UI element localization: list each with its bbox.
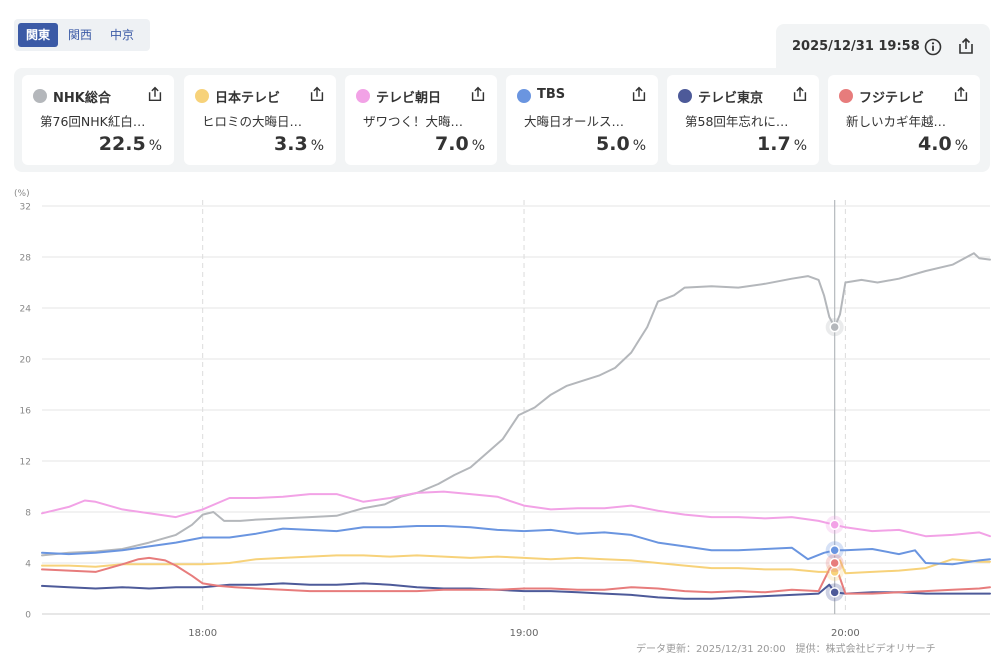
- ratings-line-chart[interactable]: (%) 0 4 8 12 16 20 24 28 32 18:00 19:00 20:00: [0, 180, 1001, 650]
- timestamp-panel: 2025/12/31 19:58: [776, 24, 990, 76]
- program-title: ヒロミの大晦日…: [202, 114, 303, 129]
- tab-kanto[interactable]: 関東: [18, 23, 59, 47]
- y-tick-label: 28: [20, 254, 32, 264]
- timestamp: 2025/12/31 19:58: [792, 39, 920, 54]
- y-tick-label: 0: [25, 611, 31, 621]
- series-line: [41, 525, 991, 566]
- y-tick-label: 16: [20, 407, 32, 417]
- channel-card-tv-tokyo[interactable]: テレビ東京 第58回年忘れに… 1.7%: [667, 75, 819, 165]
- program-title: ザワつく！大晦…: [363, 114, 464, 129]
- y-tick-label: 20: [20, 356, 32, 366]
- channel-color-dot: [678, 89, 692, 103]
- channel-name: 日本テレビ: [215, 91, 281, 106]
- channel-color-dot: [33, 89, 47, 103]
- channel-name: フジテレビ: [859, 91, 925, 106]
- share-icon[interactable]: [952, 85, 970, 103]
- current-value-marker: [829, 587, 840, 598]
- current-value-marker: [829, 557, 840, 569]
- channel-name: TBS: [537, 87, 566, 102]
- share-icon[interactable]: [630, 85, 648, 103]
- channel-color-dot: [195, 89, 209, 103]
- series-line: [41, 252, 991, 557]
- rating-value: 1.7%: [757, 133, 807, 155]
- series-line: [41, 582, 991, 600]
- info-icon[interactable]: [924, 38, 942, 56]
- x-tick-label: 19:00: [510, 628, 539, 639]
- current-value-marker: [829, 519, 840, 530]
- share-icon[interactable]: [146, 85, 164, 103]
- rating-value: 7.0%: [435, 133, 485, 155]
- channel-card-ntv[interactable]: 日本テレビ ヒロミの大晦日… 3.3%: [184, 75, 336, 165]
- tab-chukyo[interactable]: 中京: [110, 28, 135, 42]
- y-tick-label: 24: [20, 305, 32, 315]
- y-tick-label: 32: [20, 203, 31, 213]
- current-value-marker: [829, 545, 840, 556]
- channel-card-tv-asahi[interactable]: テレビ朝日 ザワつく！大晦… 7.0%: [345, 75, 497, 165]
- channel-card-tbs[interactable]: TBS 大晦日オールス… 5.0%: [506, 75, 658, 165]
- channel-color-dot: [356, 89, 370, 103]
- rating-value: 5.0%: [596, 133, 646, 155]
- series-line: [41, 554, 991, 575]
- rating-value: 3.3%: [274, 133, 324, 155]
- x-tick-label: 20:00: [831, 628, 860, 639]
- y-tick-label: 8: [25, 509, 31, 519]
- program-title: 新しいカギ年越…: [846, 114, 947, 129]
- rating-value: 22.5%: [98, 133, 162, 155]
- series-line: [41, 490, 991, 538]
- channel-card-fuji[interactable]: フジテレビ 新しいカギ年越… 4.0%: [828, 75, 980, 165]
- program-title: 第76回NHK紅白…: [40, 114, 146, 129]
- region-tabs: 関東 関西 中京: [14, 19, 150, 51]
- share-icon[interactable]: [308, 85, 326, 103]
- current-value-marker: [829, 321, 840, 333]
- share-icon[interactable]: [956, 36, 976, 56]
- y-tick-label: 12: [20, 458, 31, 468]
- channel-color-dot: [517, 89, 531, 103]
- channel-cards-panel: NHK総合 第76回NHK紅白… 22.5% 日本テレビ ヒロミの大晦日… 3.…: [14, 68, 990, 172]
- tab-kansai[interactable]: 関西: [68, 28, 93, 42]
- channel-name: NHK総合: [53, 91, 111, 106]
- share-icon[interactable]: [791, 85, 809, 103]
- footer-note: データ更新：2025/12/31 20:00 提供：株式会社ビデオリサーチ: [636, 644, 936, 655]
- y-axis-unit-label: (%): [14, 189, 30, 199]
- share-icon[interactable]: [469, 85, 487, 103]
- program-title: 第58回年忘れに…: [685, 114, 789, 129]
- channel-name: テレビ東京: [698, 91, 764, 106]
- x-tick-label: 18:00: [188, 628, 217, 639]
- channel-color-dot: [839, 89, 853, 103]
- channel-card-nhk[interactable]: NHK総合 第76回NHK紅白… 22.5%: [22, 75, 174, 165]
- channel-name: テレビ朝日: [376, 91, 442, 106]
- program-title: 大晦日オールス…: [524, 114, 625, 129]
- y-tick-label: 4: [25, 560, 31, 570]
- rating-value: 4.0%: [918, 133, 968, 155]
